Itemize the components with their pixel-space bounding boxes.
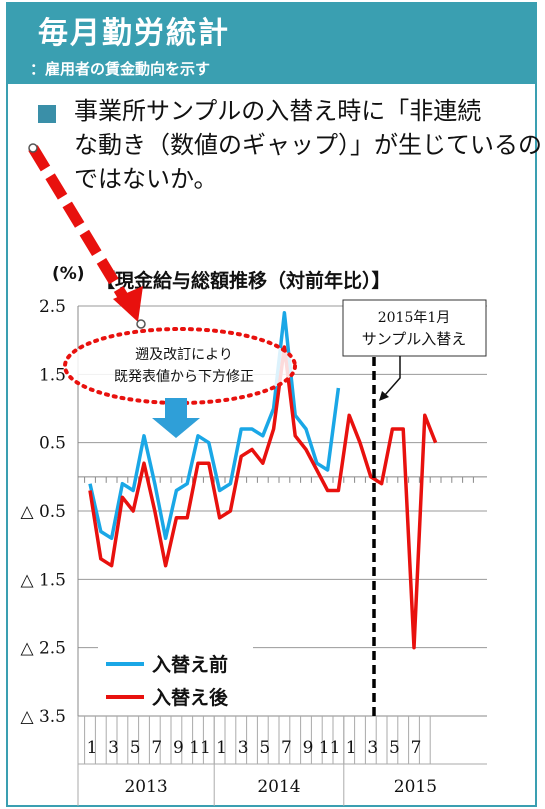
revision-line1: 遡及改訂により xyxy=(135,347,233,363)
month-label: 5 xyxy=(130,738,141,758)
y-tick-label: △ 0.5 xyxy=(20,502,66,522)
slide-subtitle: ：雇用者の賃金動向を示す xyxy=(30,60,211,78)
series-line-before xyxy=(88,311,341,541)
y-tick-label: △ 2.5 xyxy=(20,639,66,659)
month-label: 7 xyxy=(411,738,422,758)
series-line-after xyxy=(88,345,438,650)
y-tick-label: 0.5 xyxy=(39,434,66,454)
month-label: 5 xyxy=(259,738,270,758)
month-label: 9 xyxy=(303,738,314,758)
y-tick-label: △ 3.5 xyxy=(20,707,66,727)
month-label: 7 xyxy=(151,738,162,758)
revision-ellipse xyxy=(63,327,297,405)
red-dashed-arrow xyxy=(28,145,132,306)
bullet-line-1: 事業所サンプルの入替え時に「非連続 xyxy=(74,97,482,125)
legend-box xyxy=(98,646,253,712)
month-label: 5 xyxy=(389,738,400,758)
switch-callout-box xyxy=(342,299,487,357)
y-tick-label: 2.5 xyxy=(39,297,66,317)
bullet-square-icon xyxy=(38,105,56,123)
month-label: 3 xyxy=(238,738,249,758)
month-label: 9 xyxy=(173,738,184,758)
month-label: 7 xyxy=(281,738,292,758)
bullet-line-3: ではないか。 xyxy=(74,165,218,193)
blue-down-arrow-icon xyxy=(152,398,200,438)
legend-label: 入替え後 xyxy=(152,686,229,709)
slide-title: 毎月勤労統計 xyxy=(38,16,230,51)
callout-pointer-head xyxy=(379,391,389,401)
y-tick-labels: 2.5 1.5 0.5 △ 0.5 △ 1.5 △ 2.5 △ 3.5 xyxy=(20,297,66,727)
revision-line2: 既発表値から下方修正 xyxy=(114,369,254,385)
month-label: 11 xyxy=(189,738,211,758)
switch-callout-line2: サンプル入替え xyxy=(362,330,467,348)
callout-pointer-line xyxy=(384,356,401,396)
month-label: 1 xyxy=(87,738,98,758)
bullet-line-2: な動き（数値のギャップ）」が生じているの xyxy=(74,131,542,159)
year-label: 2015 xyxy=(394,777,437,797)
month-label: 1 xyxy=(216,738,227,758)
y-axis-unit: (%) xyxy=(52,264,85,284)
series-lines xyxy=(88,311,438,650)
month-label: 3 xyxy=(108,738,119,758)
red-arrow-head xyxy=(113,286,143,322)
y-tick-label: △ 1.5 xyxy=(20,570,66,590)
arrow-end-handle xyxy=(136,319,146,329)
legend-label: 入替え前 xyxy=(152,653,228,676)
header-band xyxy=(6,2,537,84)
month-label: 11 xyxy=(319,738,341,758)
switch-callout-line1: 2015年1月 xyxy=(378,310,451,326)
arrow-start-handle xyxy=(28,143,38,153)
month-label: 3 xyxy=(367,738,378,758)
y-tick-label: 1.5 xyxy=(39,365,66,385)
slide-frame xyxy=(6,2,537,807)
chart-title: 【現金給与総額推移（対前年比）】 xyxy=(96,269,391,292)
year-label: 2014 xyxy=(257,777,300,797)
month-label: 1 xyxy=(346,738,357,758)
year-label: 2013 xyxy=(124,777,167,797)
